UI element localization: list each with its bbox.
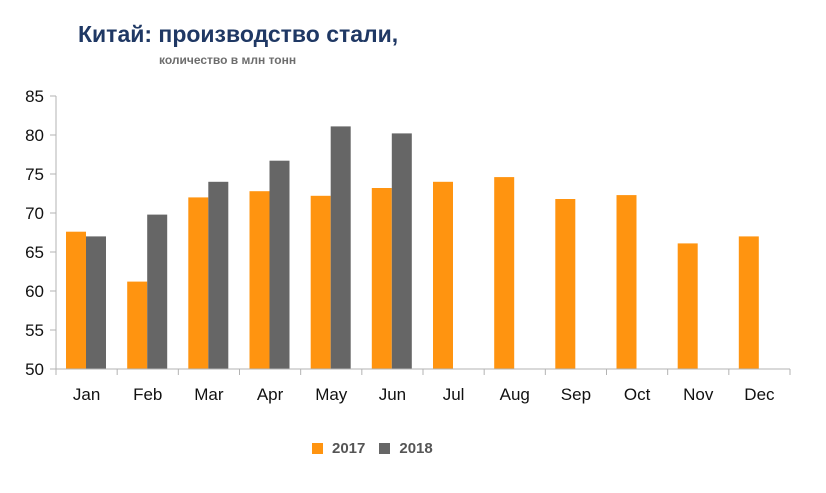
y-tick-label-85: 85: [25, 87, 44, 106]
x-tick-label-aug: Aug: [500, 385, 530, 404]
legend-label-2017: 2017: [332, 440, 366, 457]
bar-2018-feb: [147, 214, 168, 369]
bars-layer: [66, 126, 759, 370]
bar-chart: 50 55 60 65 70 75 80 85 Jan Feb Mar Apr May Jun Jul Aug…: [25, 87, 791, 404]
bar-2017-jun: [371, 188, 392, 369]
legend-item-2018: 2018: [379, 440, 433, 457]
bar-2018-apr: [269, 160, 290, 369]
legend: 2017 2018: [312, 440, 447, 457]
bar-2017-sep: [555, 199, 576, 369]
y-tick-label-80: 80: [25, 126, 44, 145]
axes-layer: 50 55 60 65 70 75 80 85 Jan Feb Mar Apr May Jun Jul Aug…: [25, 87, 791, 404]
legend-label-2018: 2018: [399, 440, 433, 457]
legend-swatch-2017: [312, 443, 323, 454]
x-tick-label-apr: Apr: [257, 385, 284, 404]
x-tick-label-nov: Nov: [683, 385, 714, 404]
chart-title: Китай: производство стали,: [78, 21, 399, 47]
bar-2017-may: [310, 195, 331, 369]
y-tick-label-60: 60: [25, 282, 44, 301]
y-tick-label-70: 70: [25, 204, 44, 223]
x-tick-label-jun: Jun: [379, 385, 406, 404]
bar-2017-feb: [127, 281, 148, 369]
bar-2017-jan: [66, 231, 86, 369]
y-tick-label-75: 75: [25, 165, 44, 184]
bar-2017-apr: [249, 191, 270, 369]
y-tick-label-50: 50: [25, 360, 44, 379]
bar-2017-jul: [433, 181, 453, 369]
bar-2018-may: [330, 126, 351, 370]
legend-swatch-2018: [379, 443, 391, 454]
bar-2017-aug: [494, 177, 515, 369]
y-tick-label-65: 65: [25, 243, 44, 262]
x-tick-label-mar: Mar: [194, 385, 224, 404]
chart-subtitle: количество в млн тонн: [159, 53, 297, 67]
bar-2018-jun: [391, 133, 412, 369]
bar-2018-jan: [86, 236, 106, 369]
x-tick-label-jan: Jan: [73, 385, 100, 404]
x-tick-label-oct: Oct: [624, 385, 651, 404]
bar-2017-nov: [677, 243, 698, 369]
bar-2017-dec: [738, 236, 759, 369]
x-tick-label-dec: Dec: [744, 385, 775, 404]
bar-2018-mar: [208, 181, 229, 369]
bar-2017-oct: [616, 195, 637, 369]
x-tick-label-feb: Feb: [133, 385, 162, 404]
x-tick-label-sep: Sep: [561, 385, 591, 404]
legend-item-2017: 2017: [312, 440, 365, 457]
x-tick-label-jul: Jul: [443, 385, 465, 404]
bar-2017-mar: [188, 197, 209, 369]
y-tick-label-55: 55: [25, 321, 44, 340]
x-tick-label-may: May: [315, 385, 348, 404]
